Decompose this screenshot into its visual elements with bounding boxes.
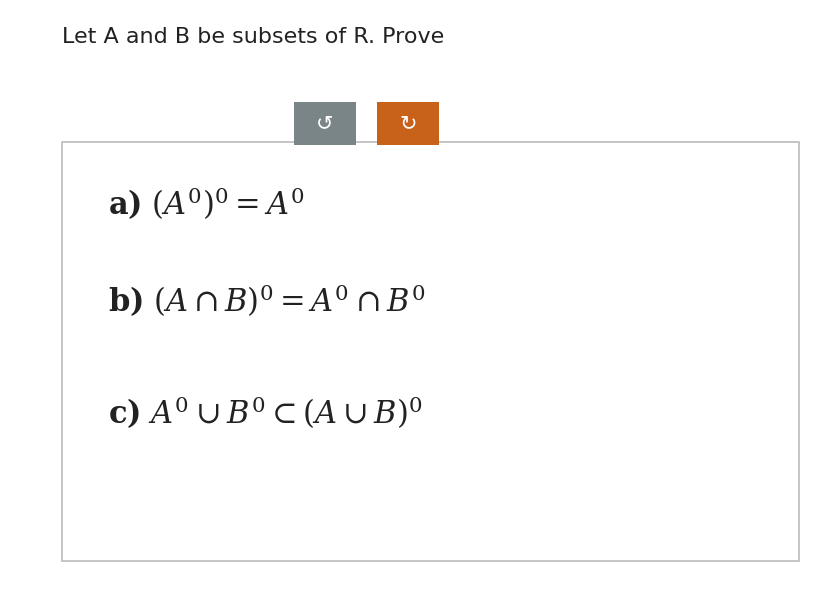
Text: ↻: ↻: [399, 113, 416, 133]
FancyBboxPatch shape: [294, 102, 356, 145]
Text: $\mathbf{a)}\ (A^0)^0 = A^0$: $\mathbf{a)}\ (A^0)^0 = A^0$: [108, 185, 304, 222]
Text: ↺: ↺: [316, 113, 333, 133]
Text: $\mathbf{c)}\ A^0 \cup B^0 \subset (A \cup B)^0$: $\mathbf{c)}\ A^0 \cup B^0 \subset (A \c…: [108, 395, 422, 431]
FancyBboxPatch shape: [376, 102, 438, 145]
Text: Let A and B be subsets of R. Prove: Let A and B be subsets of R. Prove: [62, 27, 444, 47]
FancyBboxPatch shape: [62, 142, 798, 560]
Text: $\mathbf{b)}\ (A \cap B)^0 = A^0 \cap B^0$: $\mathbf{b)}\ (A \cap B)^0 = A^0 \cap B^…: [108, 283, 424, 319]
